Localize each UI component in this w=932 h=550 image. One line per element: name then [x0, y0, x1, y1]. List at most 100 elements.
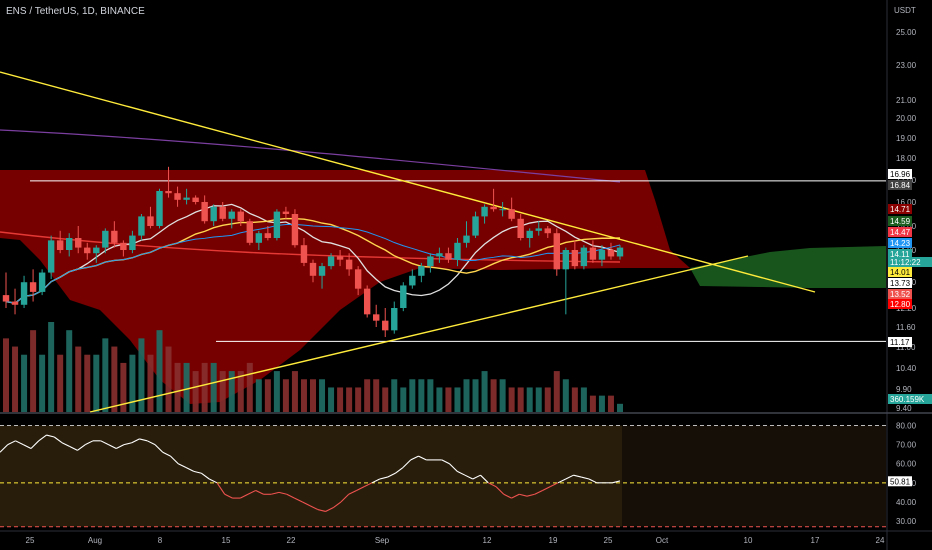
volume-bar — [617, 403, 623, 412]
oscillator-line-segment — [15, 440, 24, 446]
time-tick-label: 8 — [158, 536, 163, 545]
volume-bar — [93, 354, 100, 412]
candle-body — [129, 235, 136, 250]
oscillator-line-segment — [371, 478, 380, 484]
volume-bar — [12, 346, 19, 412]
volume-bar — [472, 379, 479, 412]
candle-body — [255, 233, 263, 243]
volume-bar — [129, 354, 136, 412]
time-tick-label: Oct — [656, 536, 669, 545]
volume-bar — [210, 362, 217, 412]
oscillator-line-segment — [511, 493, 520, 499]
volume-bar — [337, 387, 344, 412]
oscillator-line-segment — [526, 493, 535, 497]
price-label: 11.17 — [890, 338, 910, 347]
oscillator-line-segment — [387, 472, 396, 478]
oscillator-line-segment — [46, 434, 55, 438]
volume-bar — [174, 362, 181, 412]
price-tick-label: 18.00 — [896, 154, 917, 163]
candle-body — [273, 211, 281, 238]
volume-bar — [364, 379, 371, 412]
price-label: 13.52 — [890, 290, 911, 299]
candle-body — [481, 206, 488, 217]
candle-body — [29, 282, 37, 292]
oscillator-line-segment — [201, 472, 210, 480]
volume-bar — [571, 387, 578, 412]
oscillator-line-segment — [612, 480, 621, 484]
volume-bar — [400, 387, 407, 412]
candle-body — [562, 250, 570, 270]
price-label: 16.96 — [890, 170, 911, 179]
candle-body — [47, 240, 55, 273]
volume-bar — [183, 362, 190, 412]
oscillator-line-segment — [418, 455, 427, 461]
time-tick-label: 25 — [26, 536, 35, 545]
price-tick-label: 23.00 — [896, 61, 917, 70]
candle-body — [183, 197, 190, 200]
oscillator-line-segment — [178, 463, 187, 469]
oscillator-line-segment — [0, 444, 9, 453]
price-tick-label: 9.90 — [896, 385, 912, 394]
candle-body — [427, 256, 434, 267]
oscillator-line-segment — [154, 444, 164, 453]
price-tick-label: 10.40 — [896, 364, 917, 373]
time-tick-label: 22 — [287, 536, 296, 545]
price-tick-label: 11.00 — [896, 343, 916, 352]
oscillator-line-segment — [573, 474, 582, 478]
volume-bar — [346, 387, 353, 412]
candle-body — [11, 301, 19, 305]
oscillator-line-segment — [480, 474, 489, 484]
volume-bar — [562, 379, 569, 412]
candle-body — [327, 256, 335, 267]
volume-bar — [553, 371, 560, 412]
price-label-bg — [888, 216, 912, 226]
oscillator-line-segment — [69, 446, 78, 451]
volume-bar — [246, 362, 253, 412]
price-label: 14.47 — [890, 228, 911, 237]
oscillator-line-segment — [356, 486, 365, 491]
price-label-bg — [888, 257, 932, 267]
candle-body — [102, 230, 109, 248]
candle-body — [391, 308, 398, 331]
time-tick-label: 10 — [744, 536, 753, 545]
candle-body — [607, 250, 615, 257]
candle-body — [291, 214, 299, 246]
oscillator-line-segment — [7, 440, 16, 446]
price-label-bg — [888, 227, 912, 237]
candle-body — [237, 211, 244, 222]
oscillator-line-segment — [240, 493, 249, 499]
volume-bar — [156, 330, 163, 412]
oscillator-line-segment — [565, 474, 574, 480]
candle-body — [616, 247, 624, 257]
candle-body — [165, 191, 172, 194]
volume-bar — [282, 379, 289, 412]
oscillator-line-segment — [216, 482, 226, 495]
volume-bar — [517, 387, 524, 412]
candle-body — [445, 253, 452, 260]
volume-bar — [319, 379, 326, 412]
oscillator-line-segment — [325, 507, 334, 512]
oscillator-line-segment — [38, 434, 47, 442]
candle-body — [20, 282, 28, 305]
candle-body — [75, 238, 82, 248]
price-label: 14.23 — [890, 239, 911, 248]
price-label: 12.80 — [890, 300, 911, 309]
oscillator-line-segment — [410, 455, 419, 461]
candle-body — [409, 275, 416, 286]
price-label-bg — [888, 394, 932, 404]
volume-bar — [544, 387, 551, 412]
oscillator-line-segment — [472, 474, 481, 480]
ma-100-line — [0, 231, 621, 263]
price-tick-label: 16.00 — [896, 198, 917, 207]
oscillator-line-segment — [317, 509, 326, 512]
oscillator-line-segment — [542, 486, 551, 491]
volume-bar — [138, 338, 145, 412]
oscillator-line-segment — [503, 493, 512, 499]
volume-bar — [201, 362, 208, 412]
oscillator-line-segment — [581, 476, 590, 480]
time-tick-label: Aug — [88, 536, 102, 545]
volume-bar — [120, 362, 127, 412]
candle-body — [454, 242, 461, 260]
price-label-bg — [888, 238, 912, 248]
